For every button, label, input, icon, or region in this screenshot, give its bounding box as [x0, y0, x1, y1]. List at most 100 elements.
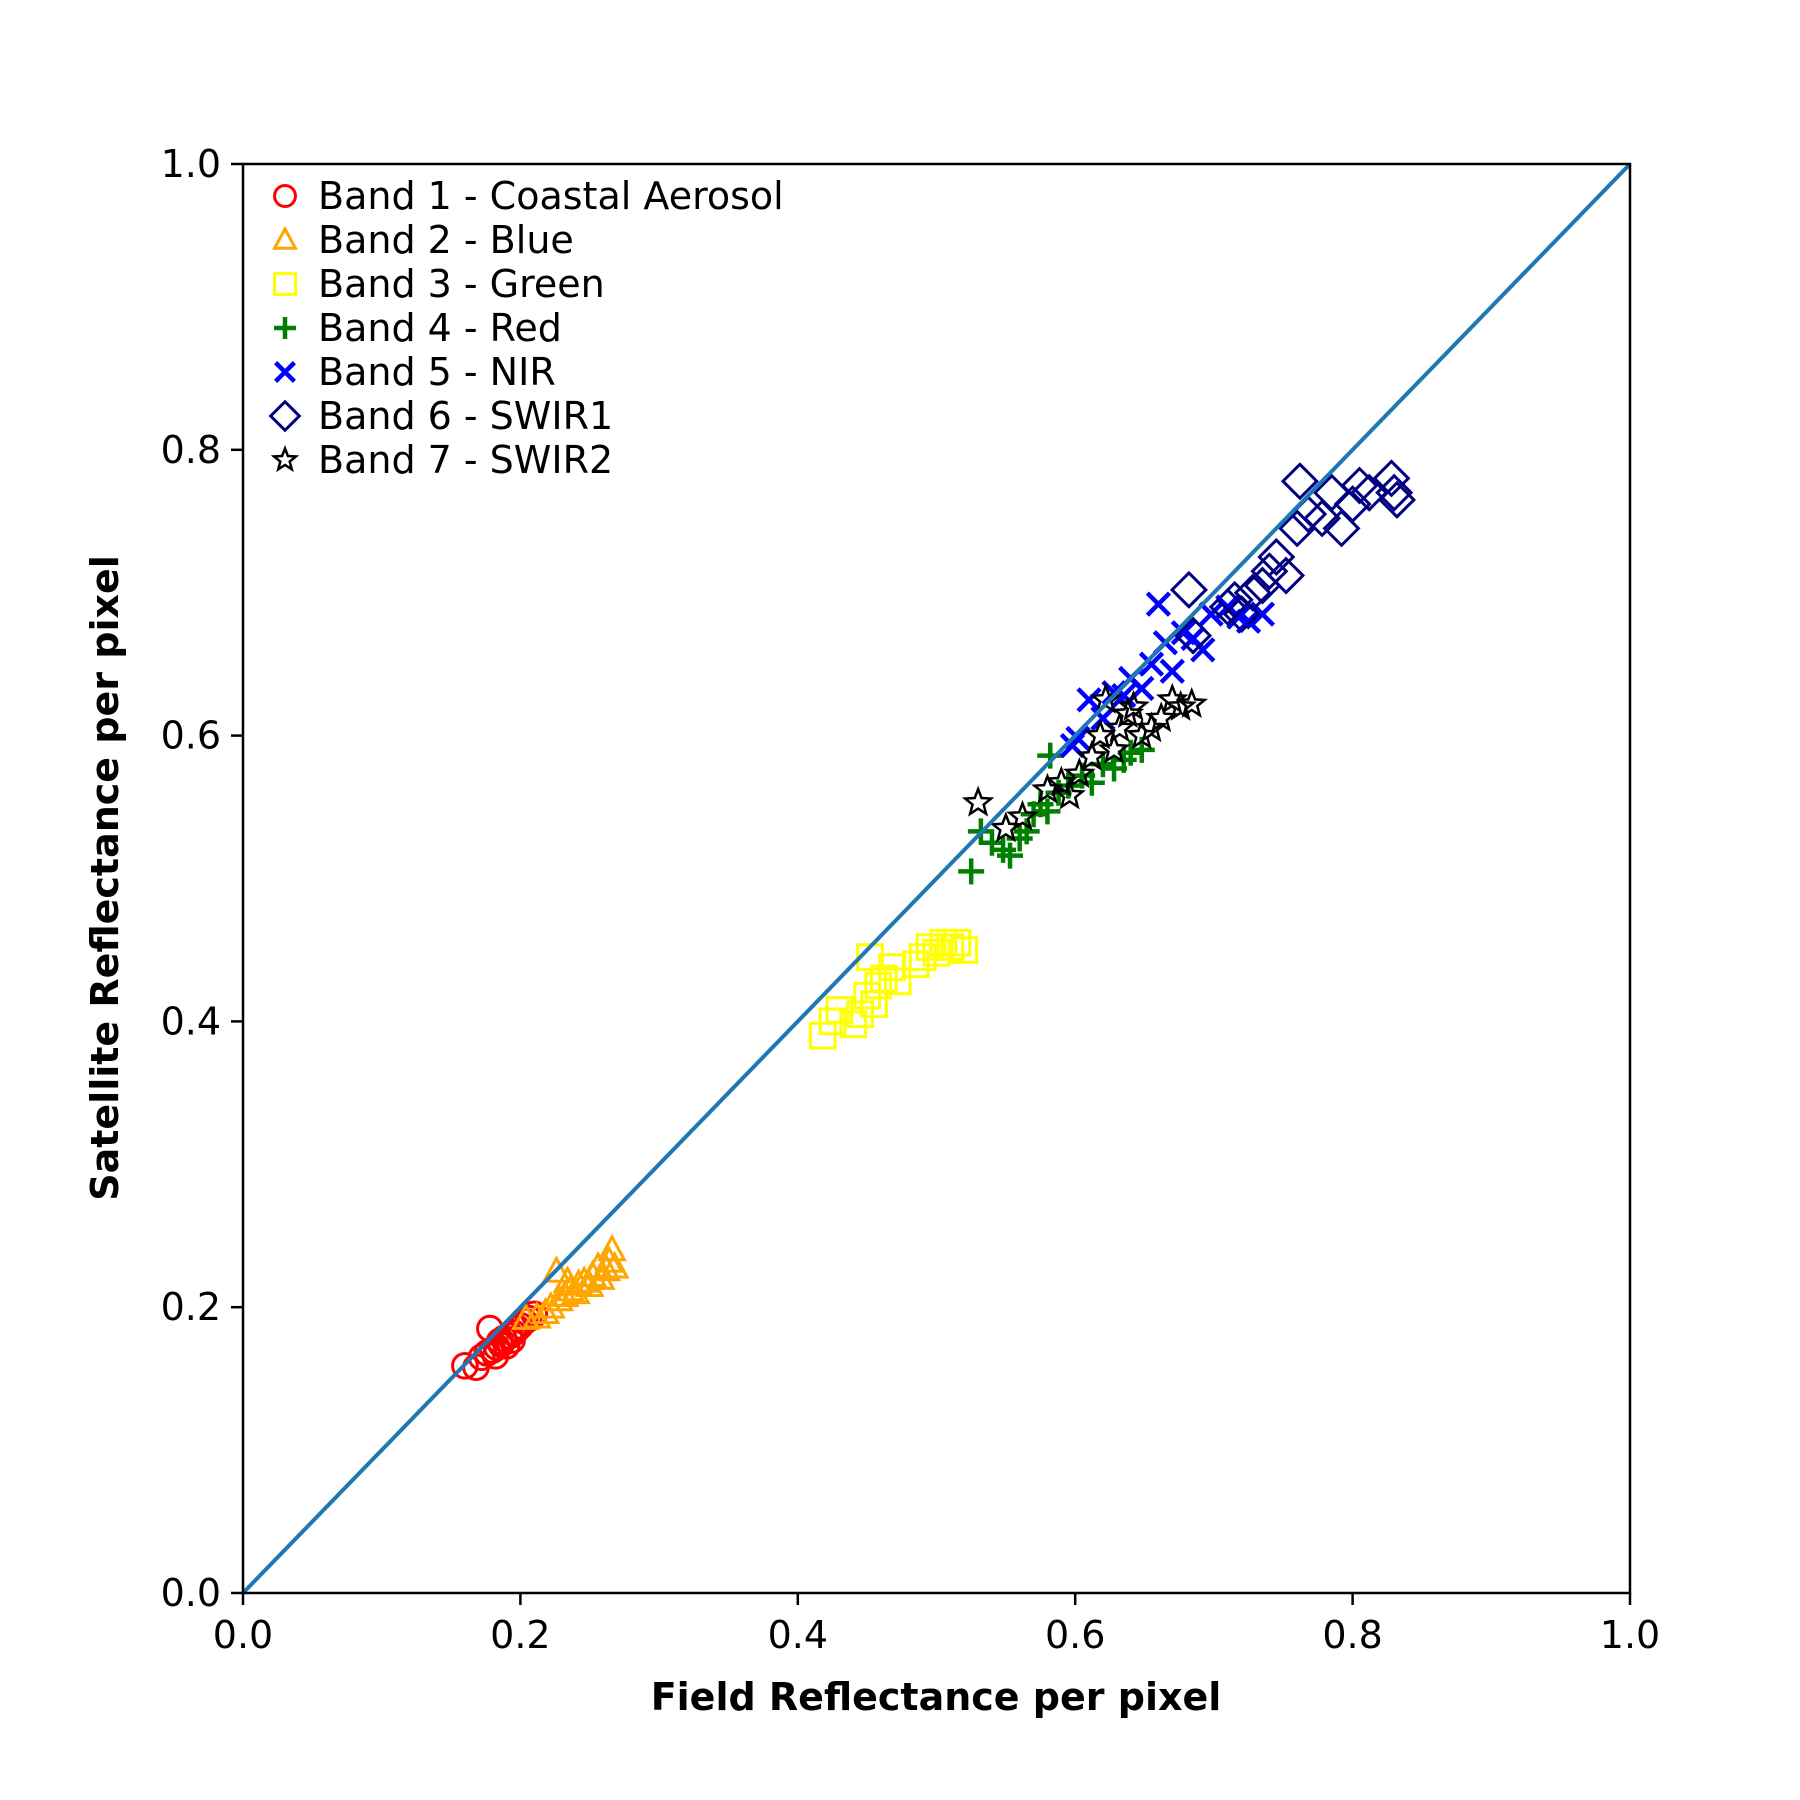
series-1 [451, 1300, 549, 1382]
chart-marks [451, 459, 1417, 1382]
data-point [1303, 499, 1342, 538]
data-point [825, 996, 854, 1024]
plot-frame [241, 162, 1632, 1595]
legend-marker [274, 317, 296, 339]
data-point [1144, 701, 1178, 733]
data-point [1097, 732, 1131, 764]
legend-item: Band 6 - SWIR1 [268, 394, 613, 438]
legend-marker [273, 184, 297, 208]
y-tick-label: 0.4 [161, 999, 221, 1043]
data-point [1233, 573, 1272, 612]
legend-marker [270, 444, 300, 473]
legend-label: Band 1 - Coastal Aerosol [318, 174, 784, 218]
data-point [1190, 637, 1216, 663]
x-axis-ticks: 0.0 0.2 0.4 0.6 0.8 1.0 [213, 1593, 1660, 1657]
data-point [1053, 778, 1086, 810]
data-point [1372, 459, 1411, 498]
series-6 [1169, 459, 1417, 655]
data-point [1006, 799, 1039, 831]
data-point [1063, 757, 1096, 789]
data-point [929, 928, 958, 957]
data-point [481, 1341, 510, 1370]
series-7 [961, 682, 1208, 843]
data-point [908, 943, 937, 971]
legend-item: Band 3 - Green [273, 262, 605, 306]
data-point [1117, 739, 1144, 766]
data-point [1037, 742, 1064, 769]
x-tick-label: 1.0 [1600, 1613, 1660, 1657]
data-point [1377, 480, 1417, 519]
data-point [1034, 798, 1061, 825]
legend-label: Band 3 - Green [318, 262, 605, 306]
data-point [498, 1326, 526, 1354]
data-point [936, 933, 965, 961]
data-point [1117, 689, 1150, 721]
x-axis-title: Field Reflectance per pixel [651, 1675, 1222, 1719]
x-tick-label: 0.8 [1322, 1613, 1382, 1657]
identity-reference-line [241, 162, 1632, 1595]
data-point [1257, 537, 1296, 576]
data-point [583, 1251, 613, 1279]
legend-label: Band 2 - Blue [318, 218, 574, 262]
data-point [552, 1265, 583, 1293]
legend-label: Band 5 - NIR [318, 350, 556, 394]
data-point [1045, 765, 1078, 797]
data-point [1013, 818, 1040, 845]
data-point [839, 1010, 868, 1039]
y-axis-ticks: 0.0 0.2 0.4 0.6 0.8 1.0 [161, 142, 243, 1615]
data-point [1138, 651, 1165, 677]
data-point [451, 1351, 479, 1380]
data-point [591, 1253, 622, 1282]
x-tick-label: 0.2 [490, 1613, 550, 1657]
data-point [997, 842, 1024, 869]
y-tick-label: 0.2 [161, 1285, 221, 1329]
data-point [922, 938, 951, 967]
data-point [846, 1000, 875, 1029]
data-point [1215, 580, 1254, 619]
data-point [541, 1255, 572, 1283]
x-tick-label: 0.0 [213, 1613, 273, 1657]
data-point [555, 1273, 586, 1302]
y-tick-label: 0.6 [161, 714, 221, 758]
legend-item: Band 1 - Coastal Aerosol [273, 174, 784, 218]
data-point [1350, 473, 1389, 512]
data-point [1031, 772, 1064, 804]
data-point [1145, 591, 1172, 617]
legend-label: Band 7 - SWIR2 [318, 438, 613, 482]
data-point [1159, 658, 1185, 684]
data-point [1375, 473, 1414, 512]
data-point [599, 1251, 630, 1279]
legend-label: Band 4 - Red [318, 306, 562, 350]
data-point [943, 928, 972, 957]
y-axis-title: Satellite Reflectance per pixel [83, 555, 127, 1201]
legend-item: Band 5 - NIR [274, 350, 556, 394]
legend-marker [273, 272, 297, 296]
data-point [1250, 552, 1289, 591]
data-point [1169, 570, 1208, 609]
data-point [569, 1265, 600, 1293]
legend-marker [268, 399, 302, 433]
y-tick-label: 0.0 [161, 1571, 221, 1615]
x-tick-label: 0.4 [768, 1613, 828, 1657]
legend-item: Band 2 - Blue [272, 218, 574, 262]
data-point [1267, 556, 1306, 595]
y-tick-label: 1.0 [161, 142, 221, 186]
series-3 [808, 928, 979, 1050]
data-point [808, 1021, 837, 1050]
data-point [864, 971, 893, 1000]
data-point [1075, 739, 1109, 771]
legend-marker [274, 361, 296, 383]
data-point [1111, 682, 1137, 709]
legend-item: Band 7 - SWIR2 [270, 438, 613, 482]
data-point [1198, 601, 1224, 627]
data-point [961, 785, 995, 817]
data-point [1076, 687, 1102, 713]
data-point [1083, 718, 1117, 750]
data-point [1174, 616, 1213, 655]
data-point [883, 967, 912, 996]
data-point [915, 933, 944, 961]
legend-label: Band 6 - SWIR1 [318, 394, 613, 438]
x-tick-label: 0.6 [1045, 1613, 1105, 1657]
